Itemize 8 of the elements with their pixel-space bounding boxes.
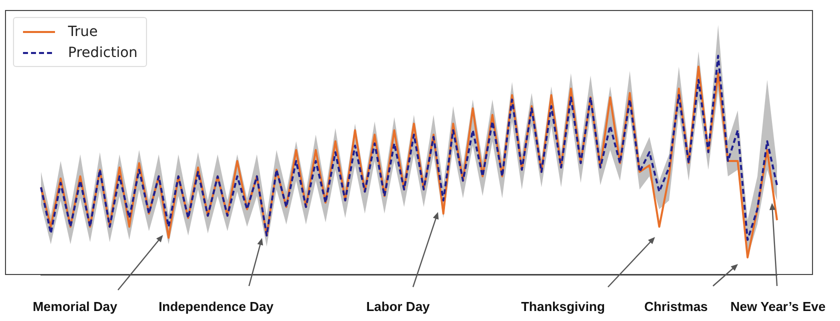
text: Thanksgiving	[521, 299, 605, 314]
text: New Year’s Eve	[730, 299, 826, 314]
text: Memorial Day	[32, 299, 118, 314]
text: Independence Day	[158, 299, 274, 314]
legend-label: Prediction	[68, 44, 138, 60]
text: Christmas	[644, 299, 708, 314]
legend-label: True	[68, 24, 98, 40]
text: Labor Day	[366, 299, 430, 314]
